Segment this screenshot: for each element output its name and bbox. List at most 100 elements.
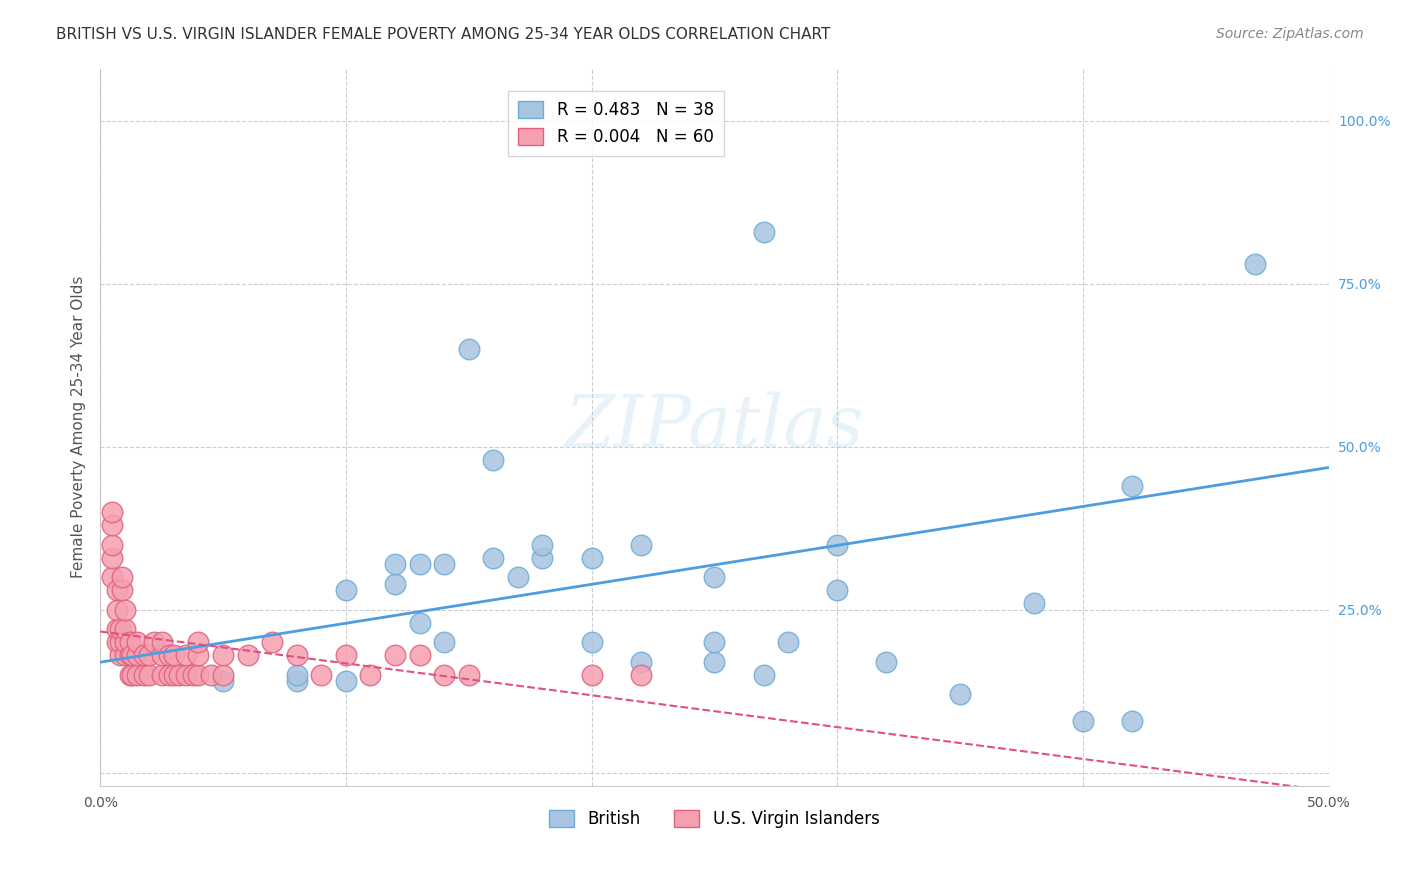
Point	[114, 603, 136, 617]
Point	[285, 674, 308, 689]
Point	[108, 622, 131, 636]
Point	[457, 668, 479, 682]
Point	[187, 668, 209, 682]
Point	[581, 668, 603, 682]
Point	[212, 674, 235, 689]
Point	[125, 635, 148, 649]
Point	[118, 648, 141, 663]
Point	[150, 648, 173, 663]
Point	[125, 668, 148, 682]
Point	[114, 648, 136, 663]
Point	[167, 668, 190, 682]
Point	[433, 668, 456, 682]
Point	[101, 505, 124, 519]
Point	[212, 648, 235, 663]
Point	[187, 635, 209, 649]
Point	[101, 550, 124, 565]
Point	[482, 550, 505, 565]
Point	[118, 668, 141, 682]
Point	[433, 635, 456, 649]
Point	[433, 557, 456, 571]
Point	[262, 635, 284, 649]
Point	[187, 648, 209, 663]
Point	[105, 622, 128, 636]
Point	[105, 603, 128, 617]
Point	[101, 570, 124, 584]
Point	[482, 452, 505, 467]
Text: ZIPatlas: ZIPatlas	[565, 392, 865, 462]
Point	[150, 668, 173, 682]
Point	[138, 668, 160, 682]
Point	[778, 635, 800, 649]
Point	[703, 655, 725, 669]
Point	[1022, 596, 1045, 610]
Point	[111, 570, 134, 584]
Point	[1244, 257, 1267, 271]
Point	[105, 583, 128, 598]
Point	[1071, 714, 1094, 728]
Point	[236, 648, 259, 663]
Point	[157, 668, 180, 682]
Point	[752, 225, 775, 239]
Point	[703, 570, 725, 584]
Legend: British, U.S. Virgin Islanders: British, U.S. Virgin Islanders	[543, 804, 886, 835]
Point	[875, 655, 897, 669]
Point	[531, 537, 554, 551]
Point	[108, 648, 131, 663]
Point	[174, 648, 197, 663]
Point	[335, 583, 357, 598]
Point	[212, 668, 235, 682]
Point	[457, 342, 479, 356]
Point	[134, 648, 156, 663]
Point	[101, 537, 124, 551]
Point	[335, 674, 357, 689]
Point	[200, 668, 222, 682]
Point	[1121, 714, 1143, 728]
Point	[101, 518, 124, 533]
Point	[114, 635, 136, 649]
Point	[285, 668, 308, 682]
Point	[384, 557, 406, 571]
Point	[581, 550, 603, 565]
Point	[143, 635, 166, 649]
Point	[384, 648, 406, 663]
Point	[138, 648, 160, 663]
Text: BRITISH VS U.S. VIRGIN ISLANDER FEMALE POVERTY AMONG 25-34 YEAR OLDS CORRELATION: BRITISH VS U.S. VIRGIN ISLANDER FEMALE P…	[56, 27, 831, 42]
Point	[114, 622, 136, 636]
Point	[121, 648, 143, 663]
Point	[630, 655, 652, 669]
Point	[506, 570, 529, 584]
Point	[150, 635, 173, 649]
Point	[285, 648, 308, 663]
Point	[408, 648, 430, 663]
Point	[121, 668, 143, 682]
Point	[630, 668, 652, 682]
Point	[752, 668, 775, 682]
Point	[134, 668, 156, 682]
Point	[949, 688, 972, 702]
Point	[359, 668, 381, 682]
Point	[825, 537, 848, 551]
Point	[1121, 479, 1143, 493]
Point	[531, 550, 554, 565]
Point	[408, 557, 430, 571]
Point	[384, 576, 406, 591]
Point	[183, 668, 205, 682]
Text: Source: ZipAtlas.com: Source: ZipAtlas.com	[1216, 27, 1364, 41]
Point	[630, 537, 652, 551]
Point	[125, 648, 148, 663]
Point	[174, 668, 197, 682]
Point	[108, 635, 131, 649]
Point	[157, 648, 180, 663]
Point	[105, 635, 128, 649]
Point	[118, 635, 141, 649]
Y-axis label: Female Poverty Among 25-34 Year Olds: Female Poverty Among 25-34 Year Olds	[72, 276, 86, 578]
Point	[408, 615, 430, 630]
Point	[163, 668, 186, 682]
Point	[111, 583, 134, 598]
Point	[581, 635, 603, 649]
Point	[309, 668, 332, 682]
Point	[703, 635, 725, 649]
Point	[335, 648, 357, 663]
Point	[825, 583, 848, 598]
